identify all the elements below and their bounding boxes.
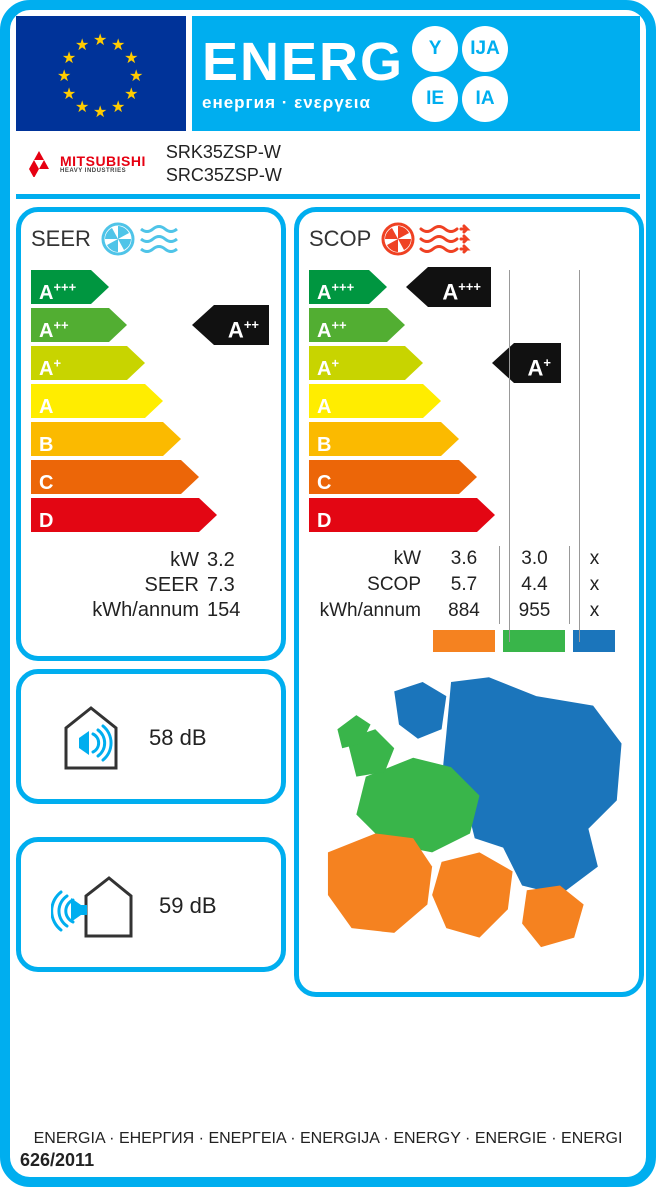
suffix-ie: IE <box>412 76 458 122</box>
header-row: ★★★★★★★★★★★★ ENERG енергия · ενεργεια Y … <box>16 16 640 131</box>
outdoor-sound-icon <box>51 866 141 946</box>
energy-class-row: D <box>309 498 631 532</box>
outdoor-sound-value: 59 dB <box>159 893 217 919</box>
seer-stats: kW3.2 SEER7.3 kWh/annum154 <box>31 548 273 623</box>
energy-class-row: A+++A+++ <box>309 270 631 304</box>
brand-row: MITSUBISHI HEAVY INDUSTRIES SRK35ZSP-W S… <box>16 131 640 199</box>
energy-class-row: D <box>31 498 273 532</box>
energy-class-row: A++ <box>309 308 631 342</box>
suffix-badges: Y IJA IE IA <box>412 26 508 122</box>
energ-subtitle: енергия · ενεργεια <box>202 93 404 113</box>
rating-pointer: A++ <box>214 305 269 345</box>
suffix-ia: IA <box>462 76 508 122</box>
suffix-y: Y <box>412 26 458 72</box>
brand-name: MITSUBISHI HEAVY INDUSTRIES <box>60 154 146 174</box>
footer: ENERGIA · ЕНЕРГИЯ · ΕΝΕΡΓΕΙΑ · ENERGIJA … <box>20 1130 636 1171</box>
scop-stats-table: kW 3.6 3.0 x SCOP 5.7 4.4 x kWh/annum 88… <box>309 546 631 654</box>
rating-pointer: A+++ <box>428 267 491 307</box>
seer-title: SEER <box>31 226 91 252</box>
regulation-number: 626/2011 <box>20 1150 636 1171</box>
energy-class-row: C <box>31 460 273 494</box>
indoor-sound-value: 58 dB <box>149 725 207 751</box>
outdoor-sound-panel: 59 dB <box>16 837 286 972</box>
energy-class-row: A <box>31 384 273 418</box>
rating-pointer: A+ <box>514 343 561 383</box>
seer-title-row: SEER <box>31 222 273 256</box>
scop-panel: SCOP A+++A+++ A++ A+A+ ABCD <box>294 207 644 997</box>
model-numbers: SRK35ZSP-W SRC35ZSP-W <box>166 141 282 186</box>
fan-heating-icon <box>381 222 471 256</box>
scop-title-row: SCOP <box>309 222 631 256</box>
zone-separator <box>579 270 580 642</box>
energ-title: ENERG <box>202 35 404 89</box>
energy-class-row: B <box>31 422 273 456</box>
energy-class-row: A+ <box>31 346 273 380</box>
seer-class-scale: A+++ A++A++ A+ ABCD <box>31 270 273 532</box>
scop-title: SCOP <box>309 226 371 252</box>
model-indoor: SRK35ZSP-W <box>166 141 282 164</box>
energy-label: ★★★★★★★★★★★★ ENERG енергия · ενεργεια Y … <box>0 0 656 1187</box>
seer-panel: SEER A+++A++A++A+ABCD kW3.2 <box>16 207 286 661</box>
footer-languages: ENERGIA · ЕНЕРГИЯ · ΕΝΕΡΓΕΙΑ · ENERGIJA … <box>20 1130 636 1148</box>
energy-class-row: C <box>309 460 631 494</box>
model-outdoor: SRC35ZSP-W <box>166 164 282 187</box>
mitsubishi-logo: MITSUBISHI HEAVY INDUSTRIES <box>24 151 146 177</box>
suffix-ija: IJA <box>462 26 508 72</box>
energy-class-row: A+A+ <box>309 346 631 380</box>
energ-banner: ENERG енергия · ενεργεια Y IJA IE IA <box>192 16 640 131</box>
eu-stars-ring: ★★★★★★★★★★★★ <box>56 29 146 119</box>
energy-class-row: A+++ <box>31 270 273 304</box>
zone-separator <box>509 270 510 642</box>
indoor-sound-icon <box>51 698 131 778</box>
energy-class-row: A <box>309 384 631 418</box>
scop-class-scale: A+++A+++ A++ A+A+ ABCD <box>309 270 631 532</box>
europe-climate-map <box>309 664 631 984</box>
energy-class-row: A++A++ <box>31 308 273 342</box>
panels-grid: SEER A+++A++A++A+ABCD kW3.2 <box>16 207 640 997</box>
fan-cooling-icon <box>101 222 181 256</box>
eu-flag: ★★★★★★★★★★★★ <box>16 16 186 131</box>
energy-class-row: B <box>309 422 631 456</box>
mitsubishi-triple-diamond-icon <box>24 151 54 177</box>
indoor-sound-panel: 58 dB <box>16 669 286 804</box>
